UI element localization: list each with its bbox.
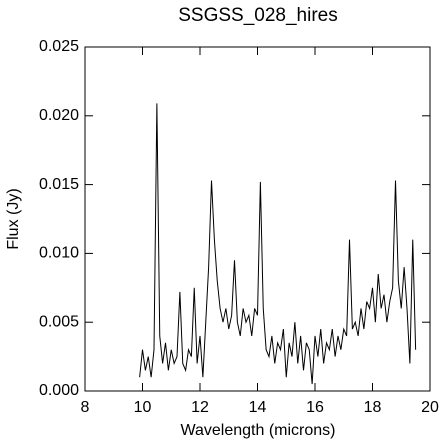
plot-frame	[84, 46, 431, 392]
x-tick-label: 8	[81, 399, 90, 416]
y-tick-label: 0.020	[39, 107, 79, 124]
x-axis-label: Wavelength (microns)	[180, 422, 335, 439]
x-tick-label: 12	[191, 399, 209, 416]
y-tick-label: 0.000	[39, 382, 79, 399]
chart-title: SSGSS_028_hires	[178, 5, 338, 26]
spectrum-line	[139, 103, 417, 385]
y-tick-label: 0.005	[39, 313, 79, 330]
y-axis-label: Flux (Jy)	[5, 188, 22, 249]
x-tick-label: 10	[134, 399, 152, 416]
x-tick-label: 20	[421, 399, 439, 416]
y-tick-label: 0.015	[39, 176, 79, 193]
x-tick-label: 16	[306, 399, 324, 416]
y-tick-label: 0.010	[39, 245, 79, 262]
x-tick-label: 14	[249, 399, 267, 416]
y-tick-label: 0.025	[39, 38, 79, 55]
x-tick-label: 18	[364, 399, 382, 416]
